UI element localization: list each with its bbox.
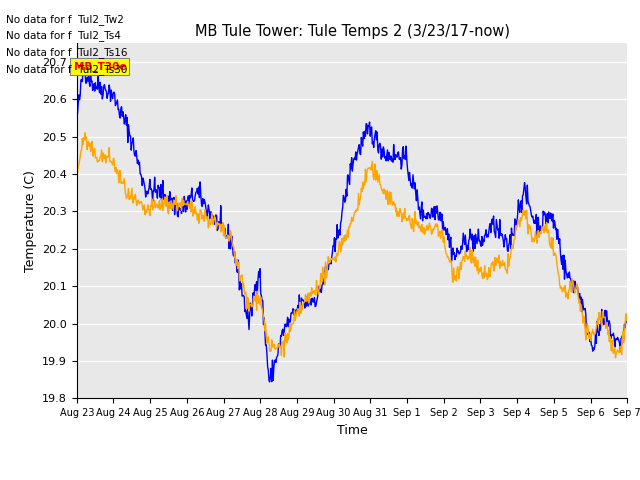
Legend: Tul2_Ts-2, Tul2_Ts-8: Tul2_Ts-2, Tul2_Ts-8 <box>244 476 460 480</box>
Tul2_Ts-2 <box>408 185 416 191</box>
Text: No data for f  Tul2_Tw2: No data for f Tul2_Tw2 <box>6 13 124 24</box>
Y-axis label: Temperature (C): Temperature (C) <box>24 170 36 272</box>
Tul2_Ts-2 <box>394 150 402 156</box>
Tul2_Ts-8 <box>108 159 115 165</box>
Title: MB Tule Tower: Tule Temps 2 (3/23/17-now): MB Tule Tower: Tule Temps 2 (3/23/17-now… <box>195 24 509 39</box>
Tul2_Ts-8 <box>408 226 415 232</box>
Tul2_Ts-2 <box>492 234 499 240</box>
X-axis label: Time: Time <box>337 424 367 437</box>
Tul2_Ts-2 <box>108 87 115 93</box>
Line: Tul2_Ts-8: Tul2_Ts-8 <box>77 132 627 358</box>
Text: No data for f  Tul2_Ts4: No data for f Tul2_Ts4 <box>6 30 121 41</box>
Tul2_Ts-2 <box>623 316 631 322</box>
Line: Tul2_Ts-2: Tul2_Ts-2 <box>77 70 627 382</box>
Tul2_Ts-8 <box>424 227 432 233</box>
Text: MB_T30e: MB_T30e <box>74 61 126 72</box>
Tul2_Ts-2 <box>425 211 433 217</box>
Text: No data for f  Tul2_Ts30: No data for f Tul2_Ts30 <box>6 64 128 75</box>
Text: No data for f  Tul2_Ts16: No data for f Tul2_Ts16 <box>6 47 128 58</box>
Tul2_Ts-2 <box>548 218 556 224</box>
Tul2_Ts-8 <box>394 214 401 219</box>
Tul2_Ts-2 <box>266 379 273 385</box>
Tul2_Ts-8 <box>623 318 631 324</box>
Tul2_Ts-8 <box>491 254 499 260</box>
Tul2_Ts-8 <box>548 235 556 240</box>
Tul2_Ts-8 <box>612 355 620 360</box>
Tul2_Ts-2 <box>81 67 89 73</box>
Tul2_Ts-8 <box>73 167 81 173</box>
Tul2_Ts-2 <box>73 112 81 118</box>
Tul2_Ts-8 <box>81 130 89 135</box>
